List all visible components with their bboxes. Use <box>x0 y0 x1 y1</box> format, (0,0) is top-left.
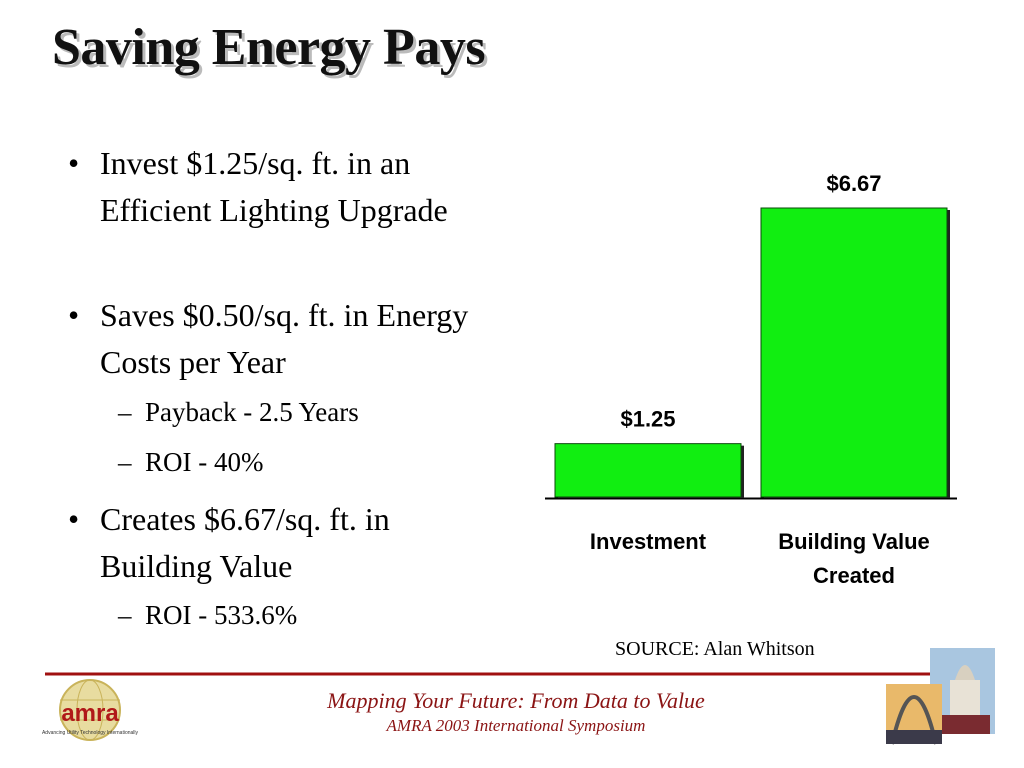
category-label: Investment <box>589 529 707 554</box>
dash: – <box>118 600 132 630</box>
sub-bullet: – ROI - 40% <box>118 447 263 478</box>
bullet: • Invest $1.25/sq. ft. in an Efficient Li… <box>68 140 508 234</box>
sub-bullet: – Payback - 2.5 Years <box>118 397 359 428</box>
bullet-dot: • <box>68 297 80 333</box>
bar <box>760 207 948 498</box>
photo-trees <box>940 715 990 734</box>
bullet: • Saves $0.50/sq. ft. in Energy Costs per… <box>68 292 508 386</box>
footer-subtitle: AMRA 2003 International Symposium <box>386 716 646 735</box>
amra-logo: amra Advancing Utility Technology Intern… <box>42 679 139 741</box>
dash: – <box>118 397 132 427</box>
photo-dome <box>955 665 975 680</box>
sub-bullet-text: ROI - 533.6% <box>145 600 298 630</box>
category-label: Building Value Created <box>778 529 930 588</box>
globe-line <box>76 679 104 741</box>
bar <box>554 443 742 498</box>
dash: – <box>118 447 132 477</box>
sub-bullet-text: ROI - 40% <box>145 447 264 477</box>
bullet: • Creates $6.67/sq. ft. in Building Value <box>68 496 468 590</box>
photo-skyline <box>886 730 942 744</box>
value-label: $6.67 <box>826 171 881 196</box>
bullet-dot: • <box>68 501 80 537</box>
bullet-text: Invest $1.25/sq. ft. in an Efficient Lig… <box>100 145 448 228</box>
value-label: $1.25 <box>620 407 675 432</box>
slide-title: Saving Energy Pays <box>52 19 486 76</box>
photos <box>886 648 995 745</box>
sub-bullet-text: Payback - 2.5 Years <box>145 397 359 427</box>
arch <box>890 695 938 745</box>
bullet-dot: • <box>68 145 80 181</box>
source-note: SOURCE: Alan Whitson <box>615 638 815 660</box>
bullet-text: Saves $0.50/sq. ft. in Energy Costs per … <box>100 297 469 380</box>
logo-tagline: Advancing Utility Technology Internation… <box>42 730 139 736</box>
sub-bullet: – ROI - 533.6% <box>118 600 297 631</box>
footer-title: Mapping Your Future: From Data to Value <box>327 688 705 713</box>
logo-word: amra <box>61 700 119 727</box>
bullet-text: Creates $6.67/sq. ft. in Building Value <box>100 501 390 584</box>
